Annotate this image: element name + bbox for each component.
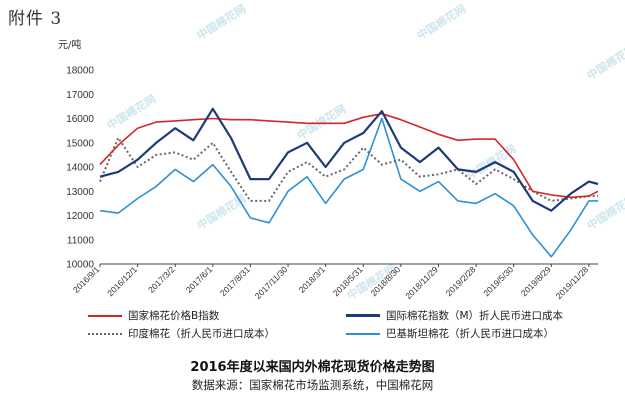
x-tick-label: 2018/3/1 bbox=[297, 264, 328, 295]
series-layer bbox=[99, 107, 599, 258]
y-tick-label: 15000 bbox=[66, 138, 94, 149]
y-axis-label: 元/吨 bbox=[58, 38, 81, 51]
legend-label-b-index: 国家棉花价格B指数 bbox=[128, 310, 220, 322]
watermark: 中国棉花网 bbox=[294, 102, 348, 143]
x-tick-label: 2019/8/29 bbox=[519, 264, 553, 298]
legend-item-b-index: 国家棉花价格B指数 bbox=[88, 308, 219, 323]
watermark: 中国棉花网 bbox=[414, 2, 468, 43]
y-tick-label: 12000 bbox=[66, 211, 94, 222]
y-tick-label: 16000 bbox=[66, 114, 94, 125]
legend-item-intl-m: 国际棉花指数（M）折人民币进口成本 bbox=[346, 308, 563, 323]
legend-swatch-b-index bbox=[88, 314, 122, 317]
y-tick-label: 11000 bbox=[67, 235, 95, 246]
series-line-b-index bbox=[99, 112, 599, 199]
x-tick-label: 2018/11/29 bbox=[403, 264, 440, 301]
y-tick-label: 13000 bbox=[66, 187, 94, 198]
legend-label-intl-m: 国际棉花指数（M）折人民币进口成本 bbox=[386, 310, 564, 322]
series-line-india bbox=[99, 136, 598, 202]
watermark: 中国棉花网 bbox=[194, 2, 248, 43]
legend-swatch-india bbox=[88, 332, 122, 335]
legend-swatch-intl-m bbox=[346, 314, 380, 317]
x-tick-label: 2017/11/30 bbox=[253, 264, 290, 301]
x-tick-label: 2017/8/31 bbox=[218, 264, 252, 298]
watermark: 中国棉花网 bbox=[104, 92, 158, 133]
legend-label-pakistan: 巴基斯坦棉花（折人民币进口成本） bbox=[386, 328, 554, 340]
attachment-label: 附件 3 bbox=[8, 9, 63, 29]
watermark: 中国棉花网 bbox=[194, 192, 248, 233]
y-tick-label: 17000 bbox=[66, 90, 94, 101]
chart-caption-source: 数据来源：国家棉花市场监测系统，中国棉花网 bbox=[191, 378, 434, 392]
legend-label-india: 印度棉花（折人民币进口成本） bbox=[128, 328, 275, 340]
legend-item-india: 印度棉花（折人民币进口成本） bbox=[88, 326, 275, 341]
legend-item-pakistan: 巴基斯坦棉花（折人民币进口成本） bbox=[346, 326, 554, 341]
y-tick-label: 10000 bbox=[66, 260, 94, 271]
y-tick-label: 18000 bbox=[66, 66, 94, 77]
series-line-pakistan bbox=[99, 117, 598, 258]
legend-swatch-pakistan bbox=[346, 332, 380, 335]
x-tick-label: 2017/3/2 bbox=[146, 264, 177, 295]
x-tick-label: 2019/11/28 bbox=[554, 264, 591, 301]
x-tick-label: 2019/2/28 bbox=[444, 264, 478, 298]
x-tick-label: 2016/12/1 bbox=[105, 264, 139, 298]
x-tick-label: 2019/5/30 bbox=[481, 264, 515, 298]
y-axis: 10000 11000 12000 13000 14000 15000 16000 17000… bbox=[66, 66, 94, 271]
x-axis: 2016/9/1 2016/12/1 2017/3/2 2017/6/1 2017/8/… bbox=[71, 263, 598, 301]
watermark: 中国棉花网 bbox=[584, 192, 625, 233]
chart-caption-title: 2016年度以来国内外棉花现货价格走势图 bbox=[190, 360, 435, 375]
x-tick-label: 2017/6/1 bbox=[184, 264, 215, 295]
watermark: 中国棉花网 bbox=[584, 42, 625, 83]
series-line-intl-m bbox=[99, 107, 599, 212]
y-tick-label: 14000 bbox=[66, 163, 94, 174]
